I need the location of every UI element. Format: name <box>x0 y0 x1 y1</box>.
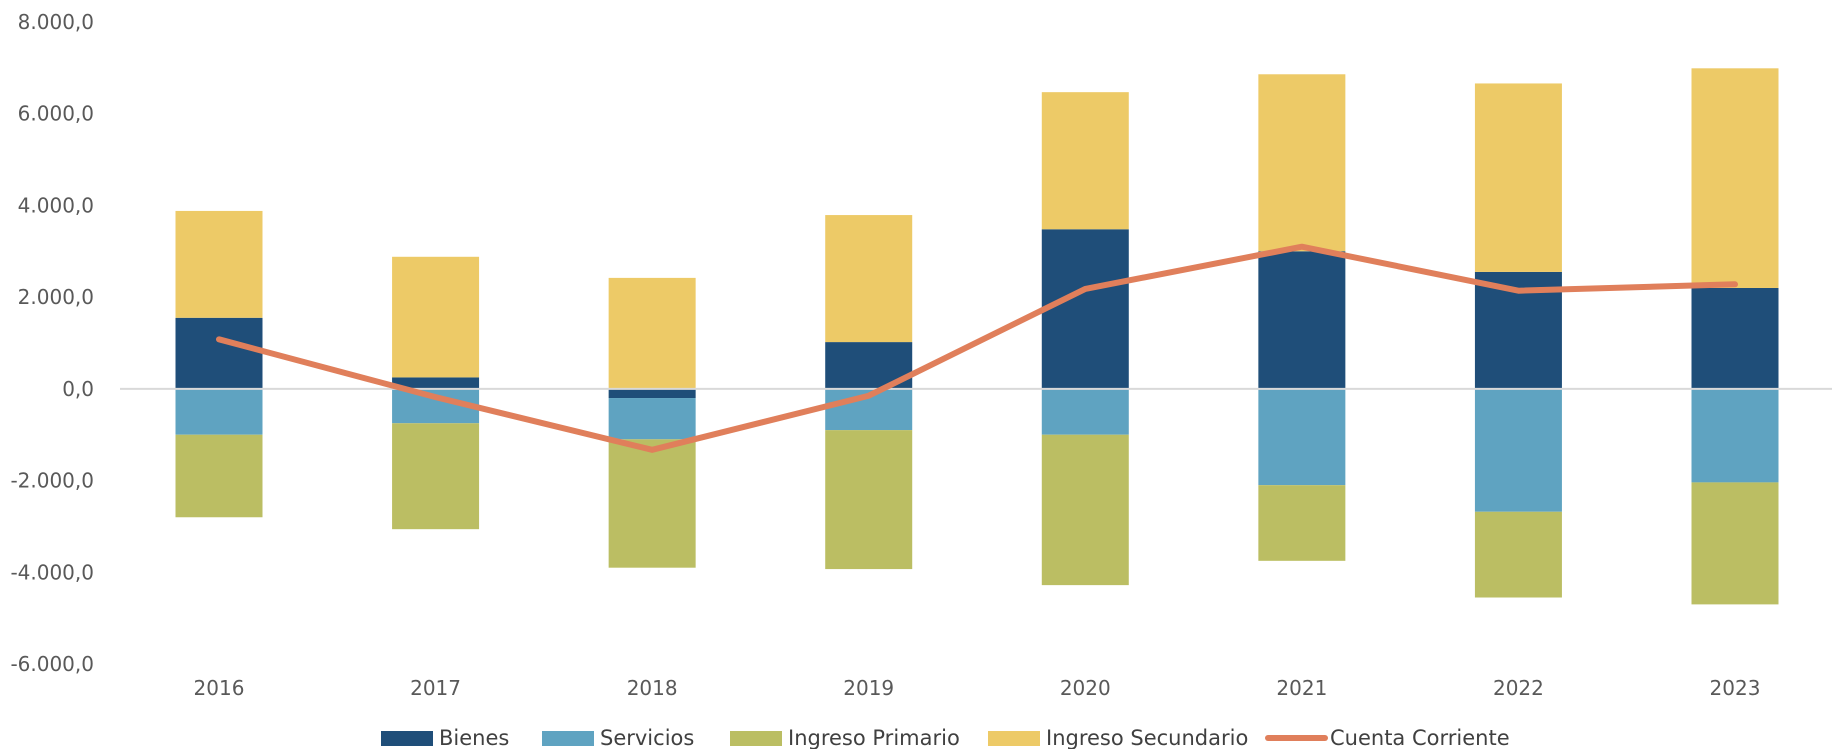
y-tick-label: -2.000,0 <box>10 469 94 493</box>
legend-label: Servicios <box>600 726 694 749</box>
y-tick-label: 6.000,0 <box>18 102 94 126</box>
bar-segment <box>392 256 480 378</box>
line-layer <box>216 243 1738 453</box>
bar-segment <box>1691 482 1779 605</box>
bar-segment <box>392 377 480 389</box>
bar-segment <box>1474 83 1562 272</box>
bar-segment <box>1041 434 1129 586</box>
bar-segment <box>175 210 263 318</box>
bar-segment <box>1691 68 1779 288</box>
y-tick-label: 0,0 <box>62 377 94 401</box>
bar-segment <box>608 277 696 389</box>
bar-segment <box>825 430 913 570</box>
legend-swatch <box>988 731 1040 746</box>
legend-label: Bienes <box>439 726 509 749</box>
bar-segment <box>1474 388 1562 512</box>
legend-label: Cuenta Corriente <box>1330 726 1510 749</box>
bar-segment <box>1258 388 1346 486</box>
bar-segment <box>1474 511 1562 598</box>
x-tick-label: 2022 <box>1493 676 1544 700</box>
legend-label: Ingreso Secundario <box>1046 726 1248 749</box>
legend-item: Cuenta Corriente <box>1265 726 1510 749</box>
bar-segment <box>608 388 696 399</box>
bar-segment <box>175 434 263 518</box>
y-axis: 8.000,0 6.000,0 4.000,0 2.000,0 0,0 -2.000,0 -… <box>10 10 94 676</box>
legend-label: Ingreso Primario <box>788 726 960 749</box>
x-tick-label: 2018 <box>627 676 678 700</box>
legend-item: Bienes <box>381 726 509 749</box>
y-tick-label: 2.000,0 <box>18 285 94 309</box>
x-tick-label: 2021 <box>1276 676 1327 700</box>
bar-segment <box>825 215 913 343</box>
legend: Bienes Servicios Ingreso Primario Ingreso S… <box>381 726 1510 749</box>
bar-segment <box>1041 388 1129 435</box>
bar-segment <box>1691 388 1779 483</box>
bar-segment <box>392 423 480 530</box>
legend-swatch <box>542 731 594 746</box>
legend-swatch <box>381 731 433 746</box>
x-tick-label: 2019 <box>843 676 894 700</box>
legend-item: Ingreso Primario <box>730 726 960 749</box>
y-tick-label: -6.000,0 <box>10 652 94 676</box>
y-tick-label: -4.000,0 <box>10 560 94 584</box>
x-tick-label: 2023 <box>1710 676 1761 700</box>
legend-item: Ingreso Secundario <box>988 726 1248 749</box>
bar-segment <box>1258 485 1346 561</box>
y-tick-label: 8.000,0 <box>18 10 94 34</box>
bar-segment <box>1258 74 1346 252</box>
bar-segment <box>175 317 263 389</box>
legend-item: Servicios <box>542 726 694 749</box>
bar-segment <box>175 388 263 435</box>
bar-segment <box>1041 92 1129 230</box>
bar-segment <box>1041 229 1129 389</box>
cuenta-corriente-line <box>216 243 1738 453</box>
y-tick-label: 4.000,0 <box>18 193 94 217</box>
x-tick-label: 2020 <box>1060 676 1111 700</box>
x-tick-label: 2016 <box>194 676 245 700</box>
bar-segment <box>608 398 696 440</box>
bar-segment <box>608 439 696 568</box>
x-tick-label: 2017 <box>410 676 461 700</box>
bar-segment <box>1691 287 1779 389</box>
x-axis: 2016 2017 2018 2019 2020 2021 2022 2023 <box>194 676 1761 700</box>
bar-segment <box>1258 251 1346 389</box>
legend-swatch <box>730 731 782 746</box>
bars <box>175 68 1779 605</box>
